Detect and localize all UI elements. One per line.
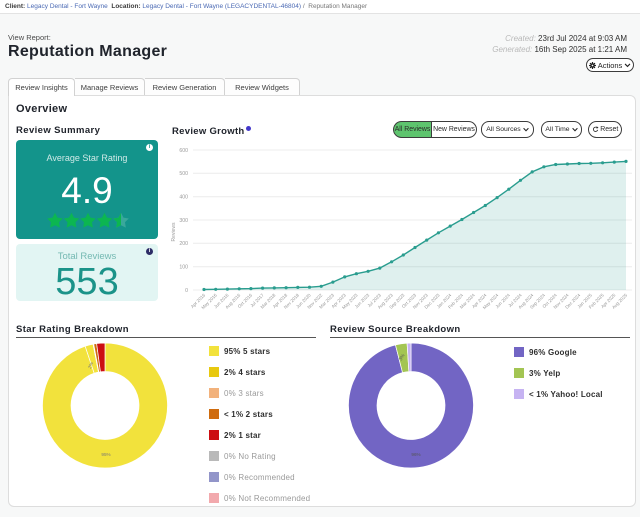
svg-text:600: 600 [179,148,188,154]
svg-text:0: 0 [185,288,188,294]
svg-text:2%: 2% [87,361,94,369]
svg-text:300: 300 [179,218,188,224]
svg-text:100: 100 [179,265,188,271]
svg-text:400: 400 [179,195,188,201]
svg-text:3%: 3% [398,353,406,361]
svg-text:500: 500 [179,171,188,177]
svg-text:96%: 96% [411,452,420,457]
svg-text:Reviews: Reviews [171,222,177,241]
svg-text:95%: 95% [101,452,110,457]
svg-text:200: 200 [179,241,188,247]
